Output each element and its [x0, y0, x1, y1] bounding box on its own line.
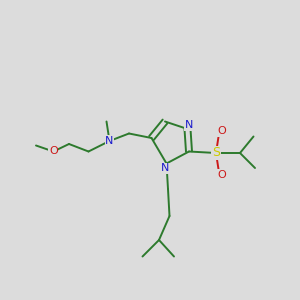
- Text: N: N: [161, 163, 169, 173]
- Text: N: N: [185, 120, 193, 130]
- Text: N: N: [105, 136, 114, 146]
- Text: S: S: [212, 146, 220, 160]
- Text: O: O: [49, 146, 58, 157]
- Text: O: O: [217, 170, 226, 180]
- Text: O: O: [217, 126, 226, 136]
